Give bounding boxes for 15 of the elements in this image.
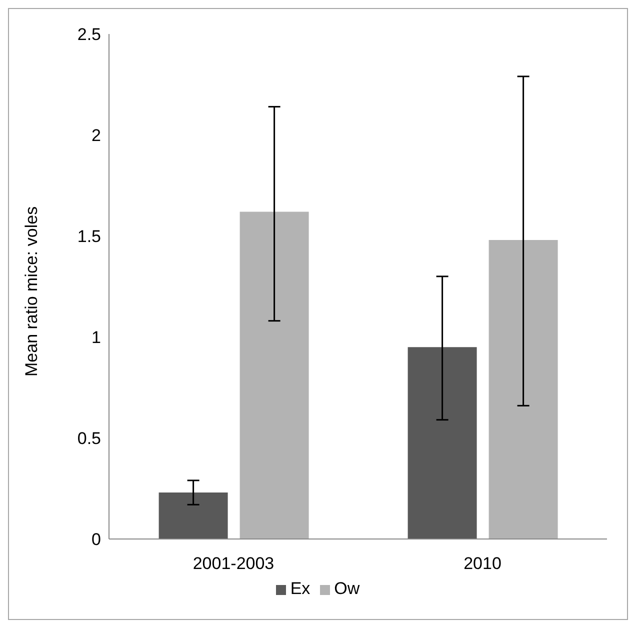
y-tick-label: 2 <box>92 126 101 146</box>
legend-label: Ow <box>334 579 360 598</box>
y-tick-label: 1 <box>92 328 101 348</box>
bar <box>488 240 558 539</box>
bar <box>408 347 477 539</box>
bar <box>158 492 228 539</box>
y-axis-title: Mean ratio mice: voles <box>22 206 42 376</box>
legend-label: Ex <box>290 579 310 598</box>
y-tick-label: 0 <box>92 530 101 550</box>
bar <box>240 212 309 539</box>
x-tick-label: 2001-2003 <box>192 554 274 574</box>
y-tick-label: 0.5 <box>77 429 101 448</box>
y-tick-label: 2.5 <box>77 25 101 44</box>
y-tick-label: 1.5 <box>77 227 101 246</box>
x-tick-label: 2010 <box>464 554 502 574</box>
